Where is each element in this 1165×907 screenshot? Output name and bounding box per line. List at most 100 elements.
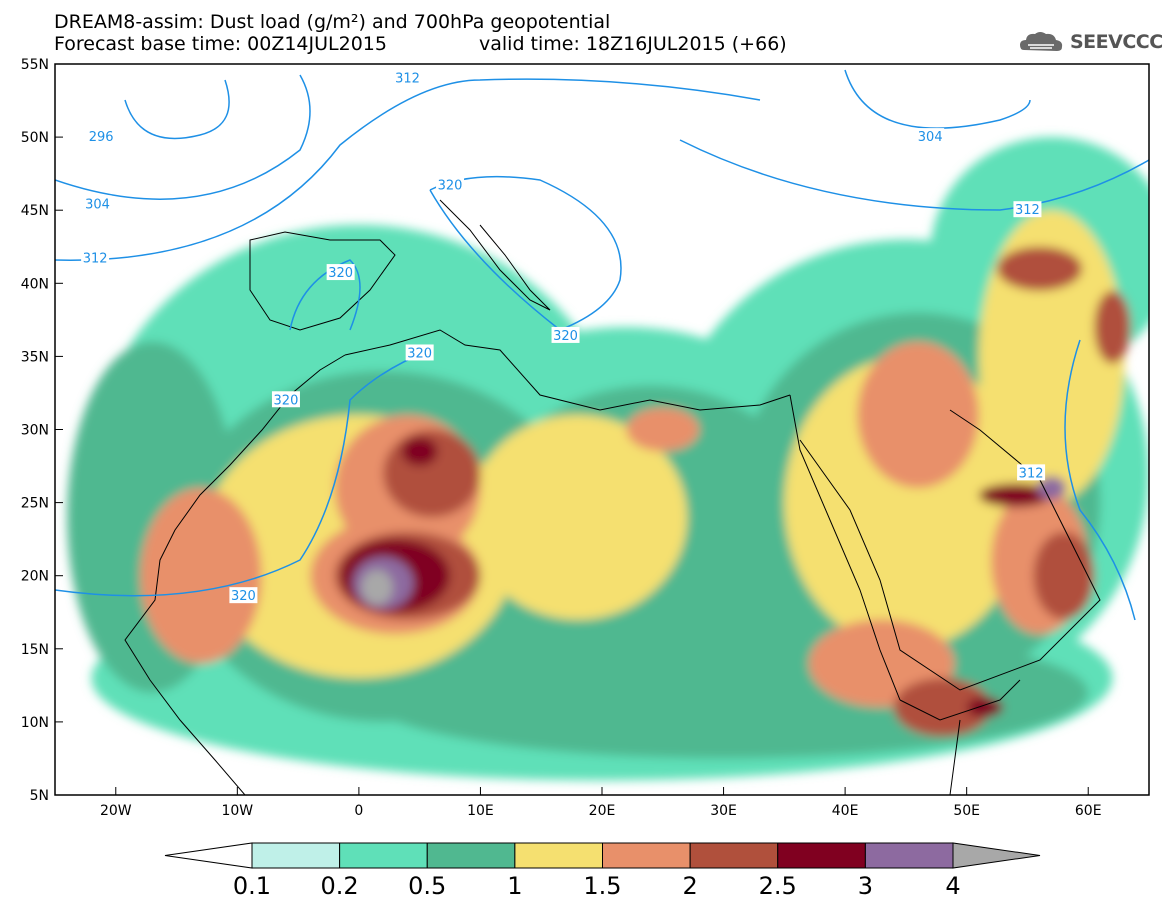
dust-region-level-5: [1033, 531, 1095, 620]
dust-region-level-5: [893, 678, 991, 737]
longitude-labels: 20W 10W 0 10E 20E 30E 40E 50E 60E: [100, 787, 1102, 819]
colorbar-under-triangle: [164, 842, 253, 869]
dust-region-level-5: [1094, 290, 1131, 364]
contour-label-bg: [405, 344, 434, 361]
contour-label-bg: [1017, 464, 1046, 481]
contour-312-arabia: [1064, 339, 1136, 621]
dust-region-level-4: [857, 341, 979, 488]
contour-320-south: [55, 349, 431, 597]
contour-label-bg: [229, 587, 258, 604]
coastline-italy: [439, 199, 551, 311]
cloud-icon: [1020, 32, 1063, 51]
contour-296: [124, 79, 230, 140]
colorbar-over-triangle: [952, 842, 1041, 869]
contour-label: 312: [395, 72, 420, 87]
contour-304-east: [844, 69, 1031, 129]
dust-region-level-4: [140, 487, 262, 664]
contour-label-bg: [916, 128, 945, 145]
lon-label: 30E: [710, 803, 737, 819]
contour-label: 312: [83, 251, 108, 266]
colorbar-swatch: [426, 842, 516, 869]
contour-label-bg: [393, 69, 422, 86]
lat-label: 55N: [21, 57, 49, 73]
contour-label-bg: [87, 128, 116, 145]
contour-label-bg: [271, 391, 300, 408]
contour-label: 296: [89, 130, 114, 145]
contour-label: 312: [1019, 466, 1044, 481]
lon-label: 10E: [467, 803, 494, 819]
lat-label: 30N: [21, 423, 49, 439]
map-title: DREAM8-assim: Dust load (g/m²) and 700hP…: [54, 11, 611, 33]
coastline-east-africa: [899, 679, 1021, 795]
lon-label: 10W: [221, 803, 253, 819]
dust-region-level-8: [361, 569, 393, 605]
contour-label: 320: [407, 346, 432, 361]
lat-label: 15N: [21, 642, 49, 658]
dust-region-level-5: [997, 246, 1083, 291]
dust-region-level-7: [1037, 476, 1067, 500]
contour-label: 320: [553, 329, 578, 344]
contour-320-iberia: [289, 259, 361, 331]
contour-304: [55, 74, 311, 200]
colorbar-swatch: [864, 842, 954, 869]
lat-label: 20N: [21, 569, 49, 585]
valid-time: valid time: 18Z16JUL2015 (+66): [479, 33, 787, 55]
lat-label: 50N: [21, 130, 49, 146]
contour-label: 304: [918, 130, 943, 145]
dust-region-level-3: [468, 414, 688, 620]
colorbar-swatch: [339, 842, 428, 869]
geopotential-contours: [55, 69, 1149, 621]
contour-label: 320: [328, 266, 353, 281]
dust-region-level-6: [978, 483, 1052, 507]
colorbar-label: 4: [945, 872, 960, 900]
contour-label-bg: [83, 195, 112, 212]
contour-label: 320: [274, 393, 299, 408]
lon-label: 20E: [589, 803, 616, 819]
coastline-iberia: [249, 231, 396, 331]
contour-labels: 312 296 304 312 320 320 304 312 320 320 320 312 320: [81, 69, 1046, 604]
colorbar-swatch: [689, 842, 779, 869]
lat-label: 25N: [21, 496, 49, 512]
colorbar-label: 2: [682, 872, 697, 900]
lon-label: 50E: [953, 803, 980, 819]
coastline-north-africa: [344, 329, 791, 411]
colorbar-label: 1: [507, 872, 522, 900]
contour-label-bg: [1013, 201, 1042, 218]
colorbar-swatch: [251, 842, 341, 869]
lat-label: 35N: [21, 349, 49, 365]
lat-label: 45N: [21, 203, 49, 219]
logo-text: SEEVCCC: [1070, 31, 1163, 53]
dust-field: [67, 137, 1149, 781]
colorbar: 0.1 0.2 0.5 1 1.5 2 2.5 3 4: [164, 842, 1041, 900]
colorbar-swatch: [514, 842, 603, 869]
lat-label: 40N: [21, 276, 49, 292]
contour-312-west: [55, 78, 761, 261]
contour-label-bg: [551, 326, 580, 343]
lat-label: 10N: [21, 715, 49, 731]
lon-label: 60E: [1075, 803, 1102, 819]
colorbar-label: 3: [858, 872, 873, 900]
colorbar-label: 0.5: [408, 872, 446, 900]
latitude-labels: 55N 50N 45N 40N 35N 30N 25N 20N 15N 10N 5N: [21, 57, 63, 804]
lon-label: 20W: [100, 803, 132, 819]
dust-region-level-4: [626, 407, 700, 452]
contour-320-central: [429, 175, 622, 331]
contour-312-east: [679, 139, 1149, 211]
colorbar-label: 0.2: [321, 872, 359, 900]
colorbar-swatch: [777, 842, 866, 869]
coastline-arabia: [799, 409, 1101, 691]
colorbar-label: 1.5: [583, 872, 621, 900]
lon-label: 0: [354, 803, 363, 819]
contour-label: 320: [231, 589, 256, 604]
contour-label-bg: [326, 264, 355, 281]
lon-label: 40E: [832, 803, 859, 819]
dust-region-level-6: [401, 436, 438, 467]
contour-label: 312: [1015, 203, 1040, 218]
contour-label-bg: [436, 176, 465, 193]
lat-label: 5N: [30, 788, 49, 804]
contour-label-bg: [81, 249, 110, 266]
contour-label: 320: [438, 178, 463, 193]
colorbar-swatch: [602, 842, 691, 869]
colorbar-label: 2.5: [759, 872, 797, 900]
